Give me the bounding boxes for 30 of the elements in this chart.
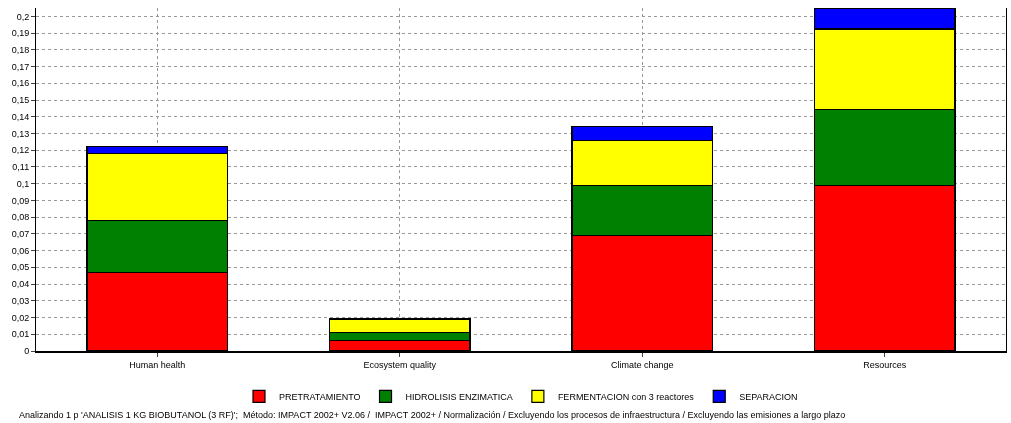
y-tick-label: 0,14 xyxy=(11,111,30,122)
y-tick-label: 0,19 xyxy=(11,28,30,39)
y-tick-label: 0,01 xyxy=(11,329,30,340)
y-tick-label: 0,02 xyxy=(11,312,30,323)
y-tick-label: 0,12 xyxy=(11,145,30,156)
y-tick-label: 0,08 xyxy=(11,212,30,223)
y-tick-label: 0,06 xyxy=(11,245,30,256)
y-tick-label: 0,2 xyxy=(16,11,30,22)
text: Analizando 1 p 'ANALISIS 1 KG BIOBUTANOL (3 RF)'; Método: IMPACT 2002+ V2.06 / IMPACT 2002+ / Normalización / Excluyendo los procesos de infraestructura / Excluyendo las emisiones a largo plazo xyxy=(19,410,846,420)
y-tick-label: 0,17 xyxy=(11,61,30,72)
x-tick-label: Ecosystem quality xyxy=(363,359,437,370)
legend-label: HIDROLISIS ENZIMATICA xyxy=(405,391,513,402)
y-tick-label: 0 xyxy=(24,346,30,357)
legend-label: SEPARACION xyxy=(739,391,798,402)
y-tick-label: 0,09 xyxy=(11,195,30,206)
y-tick-label: 0,18 xyxy=(11,44,30,55)
y-tick-label: 0,1 xyxy=(16,178,30,189)
legend-label: PRETRATAMIENTO xyxy=(279,391,361,402)
legend-label: FERMENTACION con 3 reactores xyxy=(557,391,695,402)
y-tick-label: 0,15 xyxy=(11,95,30,106)
x-tick-label: Resources xyxy=(863,359,907,370)
y-tick-label: 0,16 xyxy=(11,78,30,89)
y-tick-label: 0,05 xyxy=(11,262,30,273)
y-tick-label: 0,13 xyxy=(11,128,30,139)
x-tick-label: Human health xyxy=(129,359,186,370)
y-tick-label: 0,11 xyxy=(12,162,30,173)
y-tick-label: 0,03 xyxy=(11,295,30,306)
y-tick-label: 0,04 xyxy=(11,279,30,290)
x-tick-label: Climate change xyxy=(610,359,674,370)
y-tick-label: 0,07 xyxy=(11,229,30,240)
